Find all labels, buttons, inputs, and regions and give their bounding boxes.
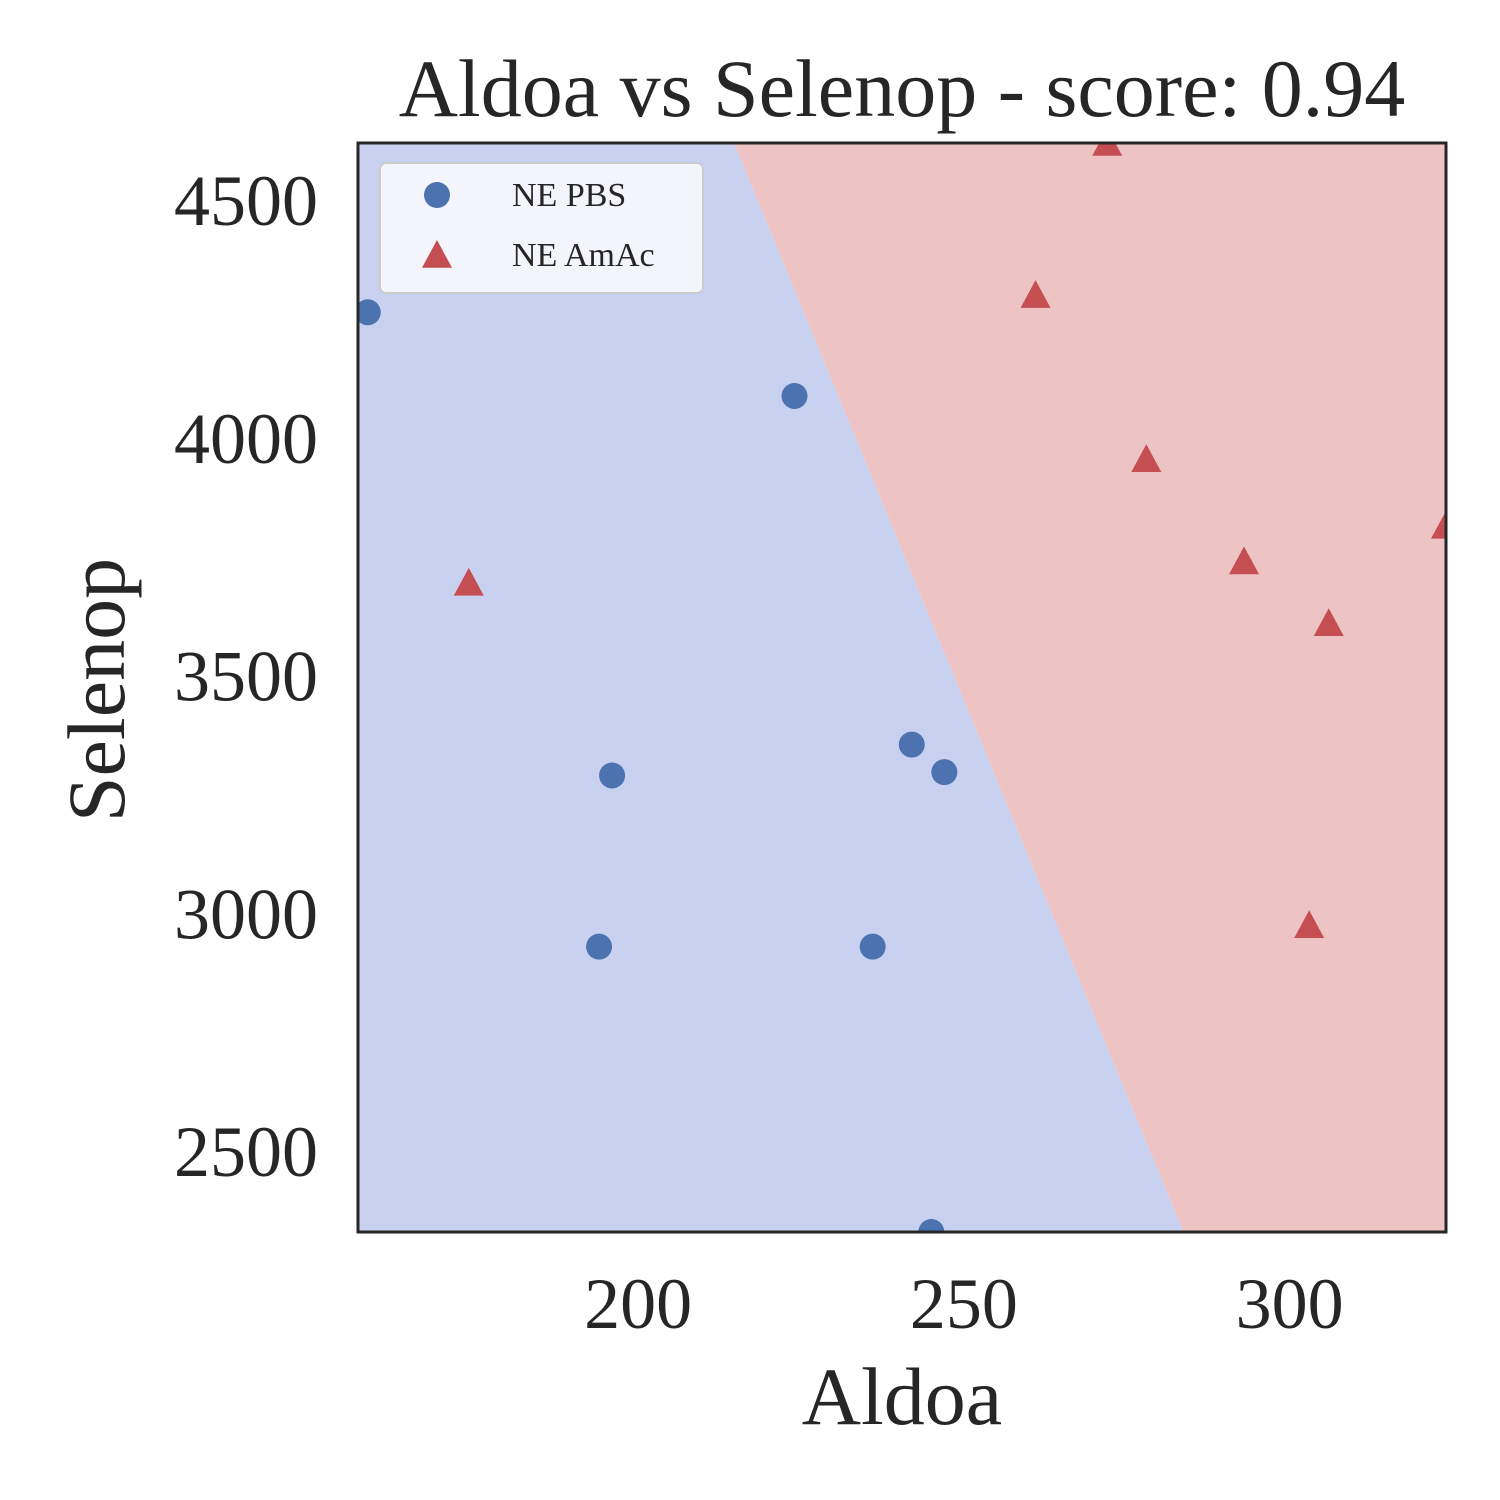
x-axis-ticks: 200 250 300 bbox=[584, 1264, 1343, 1344]
data-point-ne-amac bbox=[1294, 910, 1325, 939]
legend-marker-circle bbox=[424, 182, 450, 208]
y-tick-label: 3000 bbox=[174, 874, 318, 954]
data-point-ne-amac bbox=[1313, 608, 1344, 637]
data-point-ne-pbs bbox=[931, 759, 958, 786]
x-tick-label: 200 bbox=[584, 1264, 692, 1344]
data-point-ne-pbs bbox=[859, 933, 886, 960]
legend-label: NE AmAc bbox=[512, 237, 655, 274]
region-ne-pbs bbox=[358, 143, 1184, 1232]
data-point-ne-amac bbox=[1229, 546, 1260, 575]
data-point-ne-pbs bbox=[781, 382, 808, 409]
x-axis-label: Aldoa bbox=[802, 1351, 1002, 1442]
y-tick-label: 4000 bbox=[174, 399, 318, 479]
legend: NE PBS NE AmAc bbox=[379, 162, 704, 294]
legend-items: NE PBS NE AmAc bbox=[422, 177, 655, 274]
legend-marker-triangle bbox=[422, 240, 452, 268]
plot-area bbox=[358, 143, 1446, 1232]
x-tick-label: 250 bbox=[910, 1264, 1018, 1344]
y-tick-label: 3500 bbox=[174, 637, 318, 717]
plot-frame bbox=[356, 141, 1448, 1234]
chart-title: Aldoa vs Selenop - score: 0.94 bbox=[399, 43, 1406, 134]
x-tick-label: 300 bbox=[1236, 1264, 1344, 1344]
legend-label: NE PBS bbox=[512, 177, 626, 214]
region-ne-amac bbox=[733, 143, 1446, 1232]
data-point-ne-amac bbox=[1020, 280, 1051, 308]
data-point-ne-pbs bbox=[918, 1219, 945, 1232]
y-axis-ticks: 2500 3000 3500 4000 4500 bbox=[174, 161, 318, 1192]
y-axis-label: Selenop bbox=[51, 558, 142, 822]
data-point-ne-amac bbox=[1092, 143, 1123, 156]
y-tick-label: 2500 bbox=[174, 1112, 318, 1192]
data-point-ne-pbs bbox=[358, 299, 381, 326]
data-point-ne-pbs bbox=[599, 762, 626, 789]
y-tick-label: 4500 bbox=[174, 161, 318, 241]
data-point-ne-amac bbox=[1431, 510, 1446, 539]
data-points bbox=[358, 143, 1446, 1232]
data-point-ne-pbs bbox=[586, 933, 613, 960]
legend-box bbox=[379, 162, 704, 294]
data-point-ne-amac bbox=[453, 567, 484, 596]
data-point-ne-pbs bbox=[898, 731, 925, 758]
data-point-ne-amac bbox=[1131, 444, 1162, 472]
